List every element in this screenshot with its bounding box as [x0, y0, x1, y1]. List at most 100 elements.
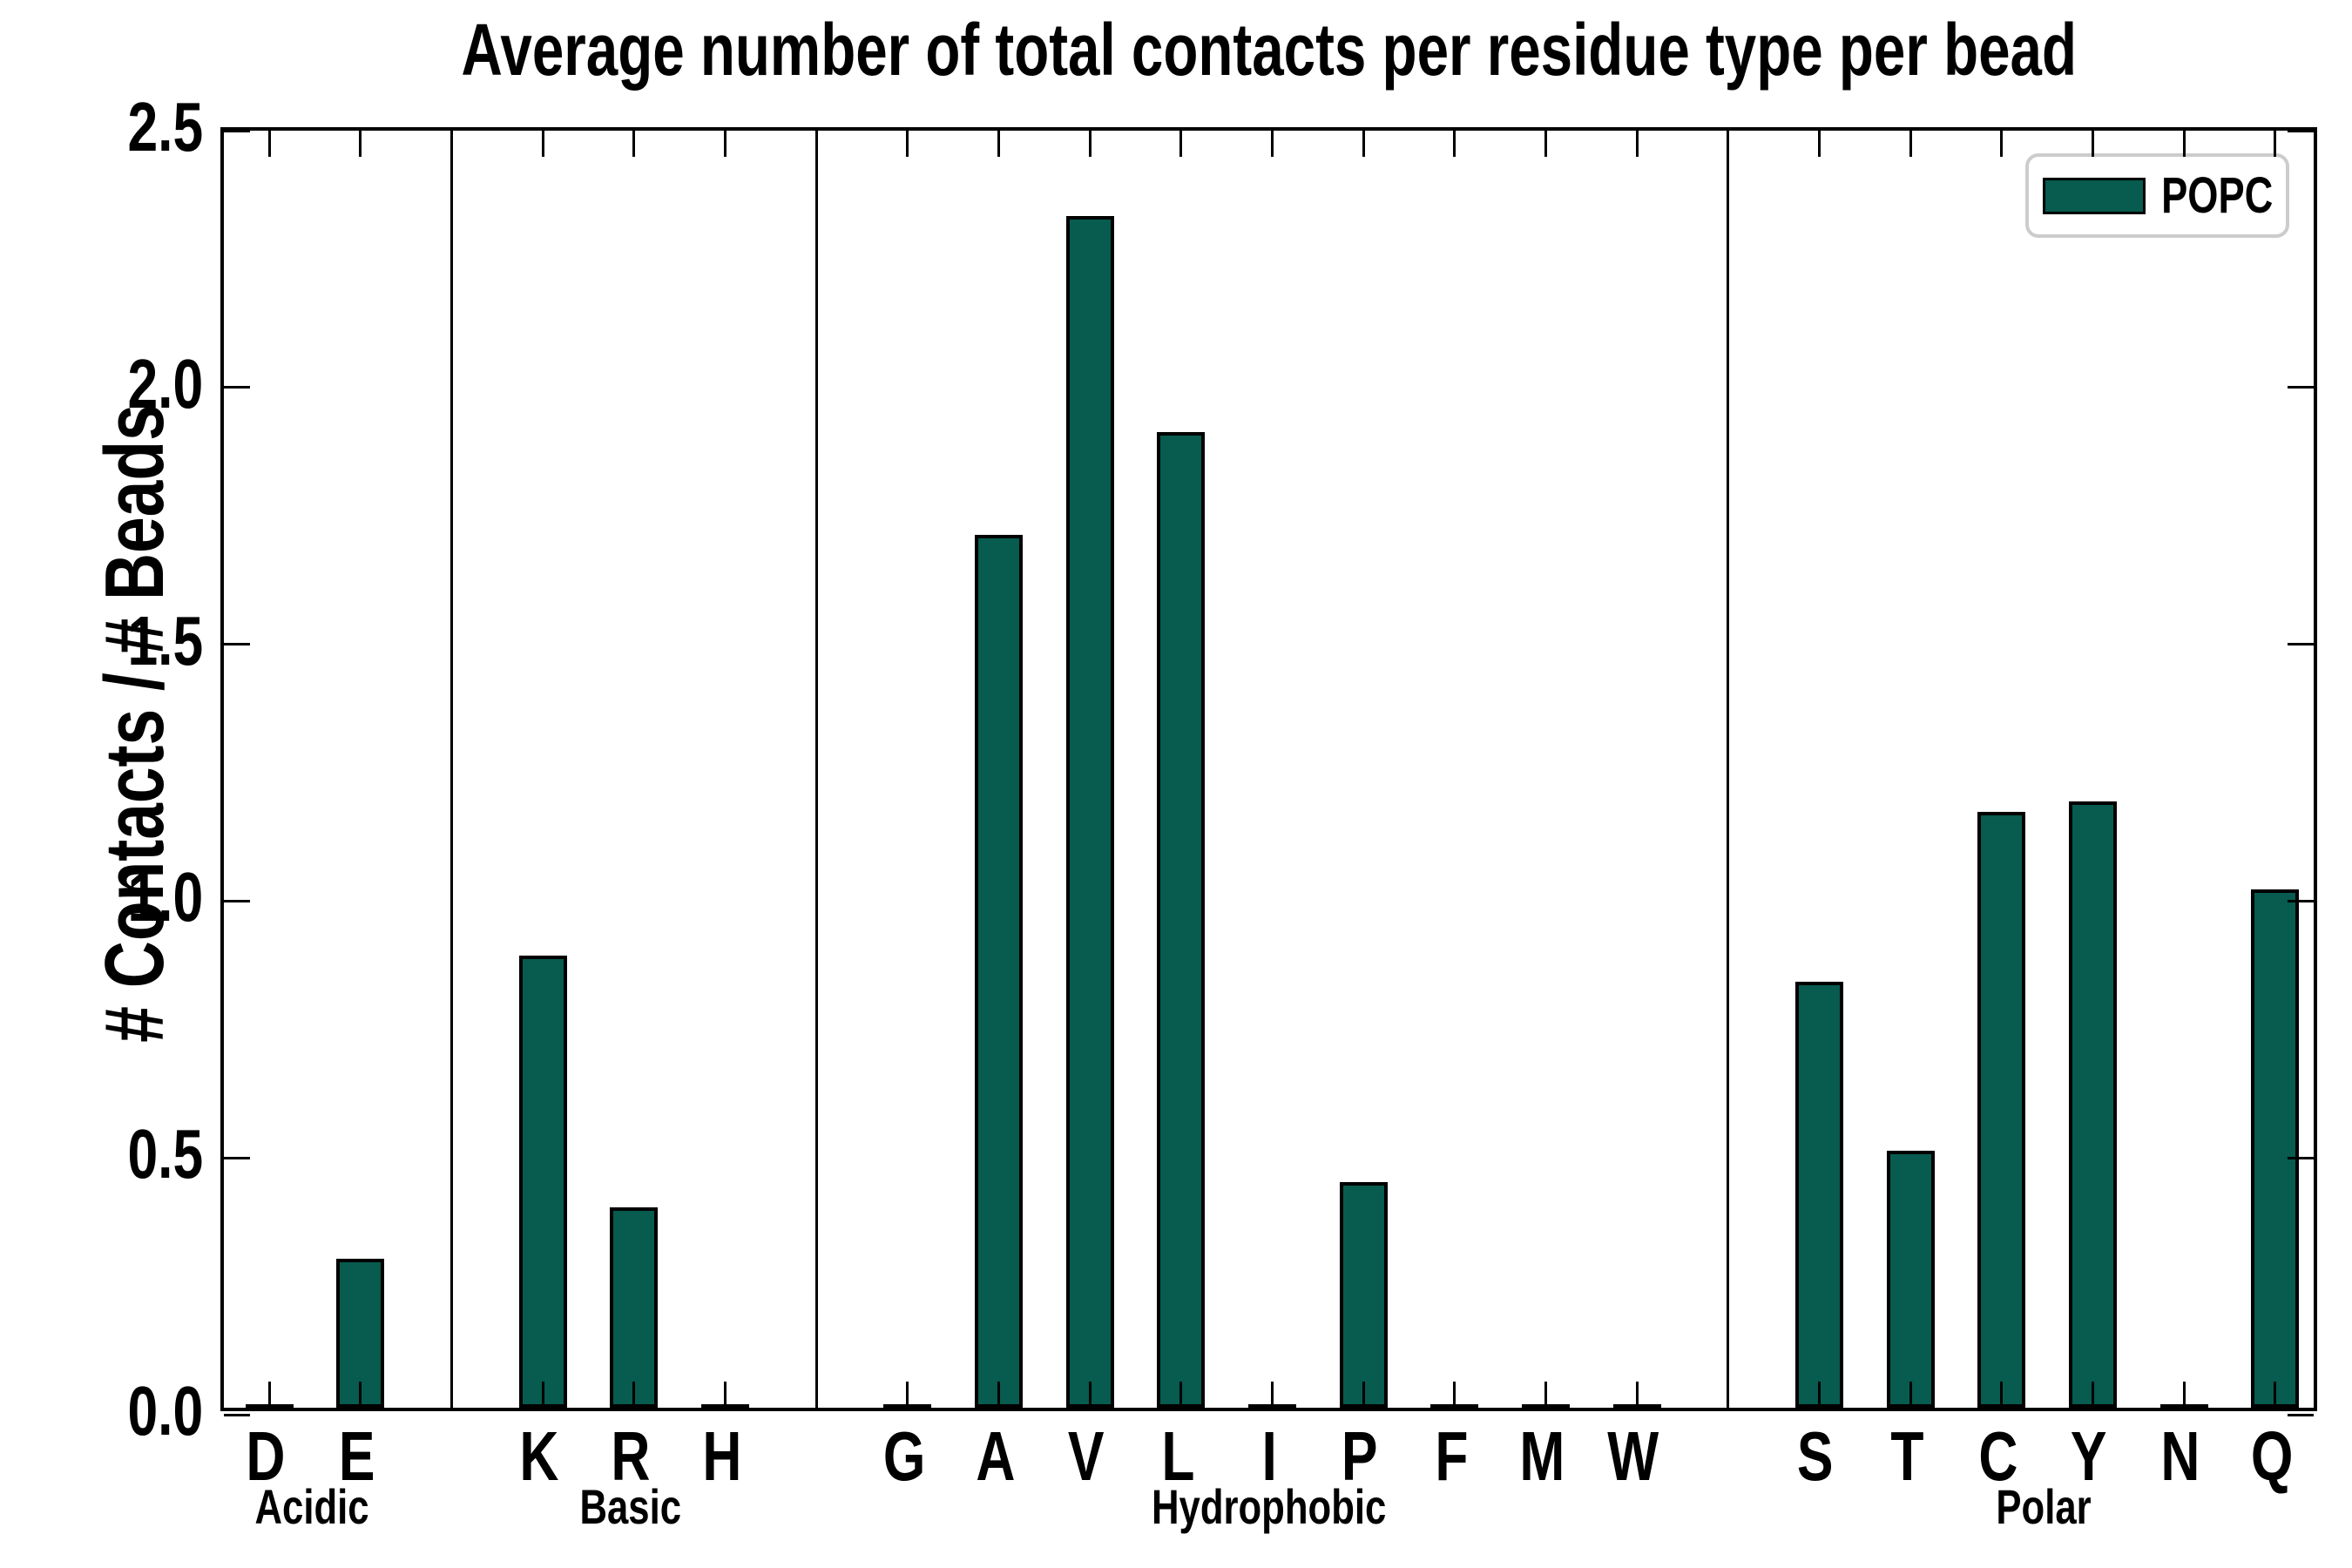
group-label-basic: Basic	[456, 1481, 805, 1533]
x-tick-bottom-P	[1362, 1382, 1365, 1408]
x-tick-bottom-C	[2000, 1382, 2003, 1408]
y-tick-left-1.5	[224, 643, 250, 645]
x-tick-top-N	[2183, 131, 2186, 157]
group-label-hydrophobic: Hydrophobic	[1095, 1481, 1443, 1533]
bar-L	[1157, 432, 1205, 1408]
x-tick-label-L: L	[1125, 1422, 1230, 1491]
bar-Q	[2251, 889, 2299, 1408]
x-tick-label-V: V	[1034, 1422, 1139, 1491]
x-tick-label-text-A: A	[976, 1417, 1016, 1495]
x-tick-label-Y: Y	[2037, 1422, 2141, 1491]
x-tick-top-V	[1089, 131, 1092, 157]
x-tick-bottom-W	[1636, 1382, 1639, 1408]
x-tick-bottom-Q	[2274, 1382, 2276, 1408]
group-label-text-hydrophobic: Hydrophobic	[1152, 1479, 1387, 1534]
x-tick-label-text-I: I	[1261, 1417, 1277, 1495]
x-tick-label-text-Q: Q	[2250, 1417, 2294, 1495]
bar-V	[1066, 216, 1114, 1408]
x-tick-label-text-E: E	[339, 1417, 375, 1495]
y-tick-right-0.5	[2288, 1157, 2314, 1159]
x-tick-label-P: P	[1308, 1422, 1412, 1491]
y-tick-label-text-1.0: 1.0	[127, 858, 203, 936]
x-tick-label-H: H	[670, 1422, 774, 1491]
x-tick-top-D	[268, 131, 271, 157]
x-tick-bottom-Y	[2092, 1382, 2094, 1408]
x-tick-bottom-K	[542, 1382, 544, 1408]
y-tick-right-2.0	[2288, 386, 2314, 389]
x-tick-bottom-D	[268, 1382, 271, 1408]
x-tick-label-T: T	[1855, 1422, 1959, 1491]
x-tick-top-R	[632, 131, 635, 157]
group-label-polar: Polar	[1869, 1481, 2218, 1533]
x-tick-label-K: K	[487, 1422, 591, 1491]
plot-area	[220, 127, 2317, 1416]
x-tick-top-P	[1362, 131, 1365, 157]
x-tick-top-E	[359, 131, 362, 157]
x-tick-top-C	[2000, 131, 2003, 157]
y-tick-label-text-0.5: 0.5	[127, 1115, 203, 1193]
legend: POPC	[2025, 153, 2289, 238]
x-tick-top-W	[1636, 131, 1639, 157]
x-tick-label-I: I	[1217, 1422, 1321, 1491]
x-tick-label-N: N	[2128, 1422, 2233, 1491]
x-tick-top-K	[542, 131, 544, 157]
bar-A	[975, 535, 1023, 1408]
y-tick-label-2.5: 2.5	[0, 92, 203, 162]
y-tick-right-1.5	[2288, 643, 2314, 645]
x-tick-bottom-I	[1271, 1382, 1274, 1408]
x-tick-label-G: G	[852, 1422, 956, 1491]
y-axis-label-text: # Contacts / # Beads	[88, 404, 181, 1043]
x-tick-top-S	[1818, 131, 1821, 157]
x-tick-label-text-D: D	[246, 1417, 286, 1495]
y-tick-label-2.0: 2.0	[0, 349, 203, 419]
x-tick-top-L	[1179, 131, 1182, 157]
y-tick-label-text-1.5: 1.5	[127, 602, 203, 679]
x-tick-label-text-M: M	[1519, 1417, 1565, 1495]
x-tick-label-S: S	[1763, 1422, 1868, 1491]
x-tick-bottom-L	[1179, 1382, 1182, 1408]
legend-swatch-popc	[2043, 177, 2146, 214]
y-tick-label-text-2.5: 2.5	[127, 88, 203, 166]
legend-label-text: POPC	[2161, 167, 2274, 224]
y-tick-left-0.5	[224, 1157, 250, 1159]
x-tick-top-G	[906, 131, 909, 157]
x-tick-top-A	[997, 131, 1000, 157]
y-tick-left-2.0	[224, 386, 250, 389]
group-divider-1	[815, 131, 818, 1408]
x-tick-label-text-T: T	[1889, 1417, 1924, 1495]
group-divider-0	[450, 131, 453, 1408]
y-tick-label-text-2.0: 2.0	[127, 345, 203, 422]
bar-R	[610, 1207, 658, 1408]
x-tick-label-F: F	[1399, 1422, 1504, 1491]
x-tick-label-text-H: H	[702, 1417, 742, 1495]
x-tick-bottom-G	[906, 1382, 909, 1408]
x-tick-label-W: W	[1581, 1422, 1686, 1491]
x-tick-top-F	[1453, 131, 1456, 157]
x-tick-label-Q: Q	[2220, 1422, 2324, 1491]
x-tick-top-H	[724, 131, 727, 157]
group-label-acidic: Acidic	[138, 1481, 486, 1533]
y-tick-label-text-0.0: 0.0	[127, 1372, 203, 1450]
x-tick-label-text-L: L	[1160, 1417, 1195, 1495]
x-tick-label-text-W: W	[1607, 1417, 1659, 1495]
x-tick-label-C: C	[1946, 1422, 2051, 1491]
bar-Y	[2069, 801, 2117, 1408]
group-label-text-acidic: Acidic	[254, 1479, 369, 1534]
x-tick-bottom-R	[632, 1382, 635, 1408]
x-tick-bottom-N	[2183, 1382, 2186, 1408]
x-tick-bottom-V	[1089, 1382, 1092, 1408]
y-tick-left-0.0	[224, 1414, 250, 1416]
x-tick-bottom-F	[1453, 1382, 1456, 1408]
x-tick-label-text-R: R	[611, 1417, 651, 1495]
x-tick-bottom-E	[359, 1382, 362, 1408]
bar-K	[519, 956, 567, 1408]
y-tick-label-1.0: 1.0	[0, 862, 203, 932]
x-tick-label-text-C: C	[1978, 1417, 2018, 1495]
x-tick-label-R: R	[578, 1422, 683, 1491]
x-tick-label-text-K: K	[519, 1417, 559, 1495]
chart-title-text: Average number of total contacts per res…	[461, 9, 2077, 91]
x-tick-label-text-V: V	[1068, 1417, 1105, 1495]
x-tick-label-text-P: P	[1342, 1417, 1378, 1495]
bar-S	[1795, 982, 1843, 1408]
